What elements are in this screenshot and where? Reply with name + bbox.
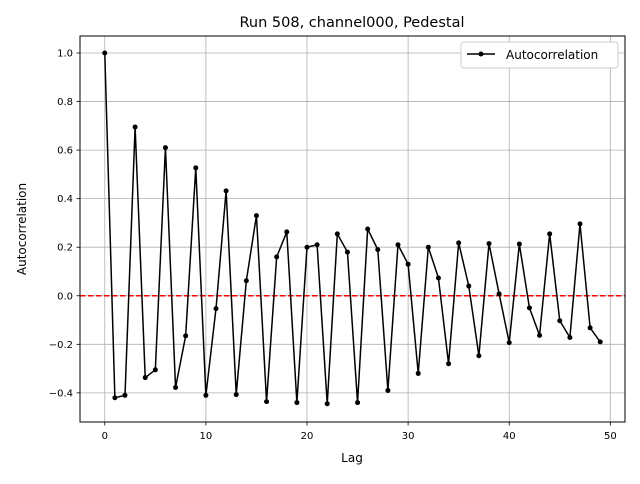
data-point	[365, 226, 371, 232]
legend-label: Autocorrelation	[506, 48, 598, 62]
data-point	[102, 50, 108, 56]
y-tick-label: −0.4	[49, 388, 73, 399]
data-point	[577, 221, 583, 227]
data-point	[456, 240, 462, 246]
y-tick-label: 0.8	[57, 97, 73, 108]
y-tick-label: 0.6	[57, 146, 73, 157]
y-axis-label: Autocorrelation	[15, 183, 29, 275]
data-point	[253, 213, 259, 219]
data-point	[162, 145, 168, 151]
data-point	[537, 332, 543, 338]
data-point	[152, 367, 158, 373]
data-point	[516, 241, 522, 247]
data-point	[425, 244, 431, 250]
data-point	[324, 401, 330, 407]
data-point	[567, 335, 573, 341]
data-point	[294, 400, 300, 406]
data-point	[355, 400, 361, 406]
plot-frame	[79, 35, 626, 423]
data-point	[213, 306, 219, 312]
data-point	[587, 325, 593, 331]
data-point	[547, 231, 553, 237]
x-tick-label: 50	[604, 431, 617, 442]
data-point	[446, 361, 452, 367]
data-point	[183, 333, 189, 339]
data-point	[314, 242, 320, 248]
data-point	[557, 318, 563, 324]
data-point	[264, 399, 270, 405]
data-point	[203, 392, 209, 398]
data-point	[466, 283, 472, 289]
data-point	[132, 124, 138, 130]
series-autocorrelation	[102, 50, 603, 407]
data-point	[435, 275, 441, 281]
data-point	[395, 242, 401, 248]
data-point	[415, 370, 421, 376]
data-point	[375, 247, 381, 253]
y-tick-label: 1.0	[57, 48, 73, 59]
data-point	[476, 353, 482, 359]
x-tick-label: 40	[503, 431, 516, 442]
data-point	[142, 375, 148, 381]
data-point	[334, 231, 340, 237]
x-tick-label: 30	[402, 431, 415, 442]
data-point	[486, 241, 492, 247]
data-point	[526, 305, 532, 311]
legend-point-marker	[478, 51, 484, 57]
y-tick-label: −0.2	[49, 340, 73, 351]
x-tick-label: 20	[301, 431, 314, 442]
x-tick-label: 0	[102, 431, 108, 442]
data-point	[506, 340, 512, 346]
data-point	[284, 229, 290, 235]
data-point	[173, 385, 179, 391]
series-line	[104, 52, 601, 405]
data-point	[304, 244, 310, 250]
y-axis-ticks: −0.4 −0.2 0.0 0.2 0.4 0.6 0.8 1.0	[49, 48, 80, 399]
data-point	[597, 339, 603, 345]
chart-title: Run 508, channel000, Pedestal	[239, 15, 464, 31]
data-point	[122, 392, 128, 398]
legend-box	[460, 41, 619, 69]
data-point	[274, 254, 280, 260]
y-tick-label: 0.0	[57, 291, 73, 302]
data-point	[385, 387, 391, 393]
x-tick-label: 10	[200, 431, 213, 442]
data-point	[223, 188, 229, 194]
data-point	[112, 395, 118, 401]
data-point	[233, 392, 239, 398]
x-axis-label: Lag	[341, 451, 363, 465]
y-tick-label: 0.2	[57, 243, 73, 254]
legend: Autocorrelation	[460, 41, 619, 69]
data-point	[243, 278, 249, 284]
y-tick-label: 0.4	[57, 194, 73, 205]
x-axis-ticks: 0 10 20 30 40 50	[102, 422, 617, 442]
data-point	[344, 249, 350, 255]
data-point	[405, 261, 411, 267]
data-point	[193, 165, 199, 171]
data-point	[496, 291, 502, 297]
